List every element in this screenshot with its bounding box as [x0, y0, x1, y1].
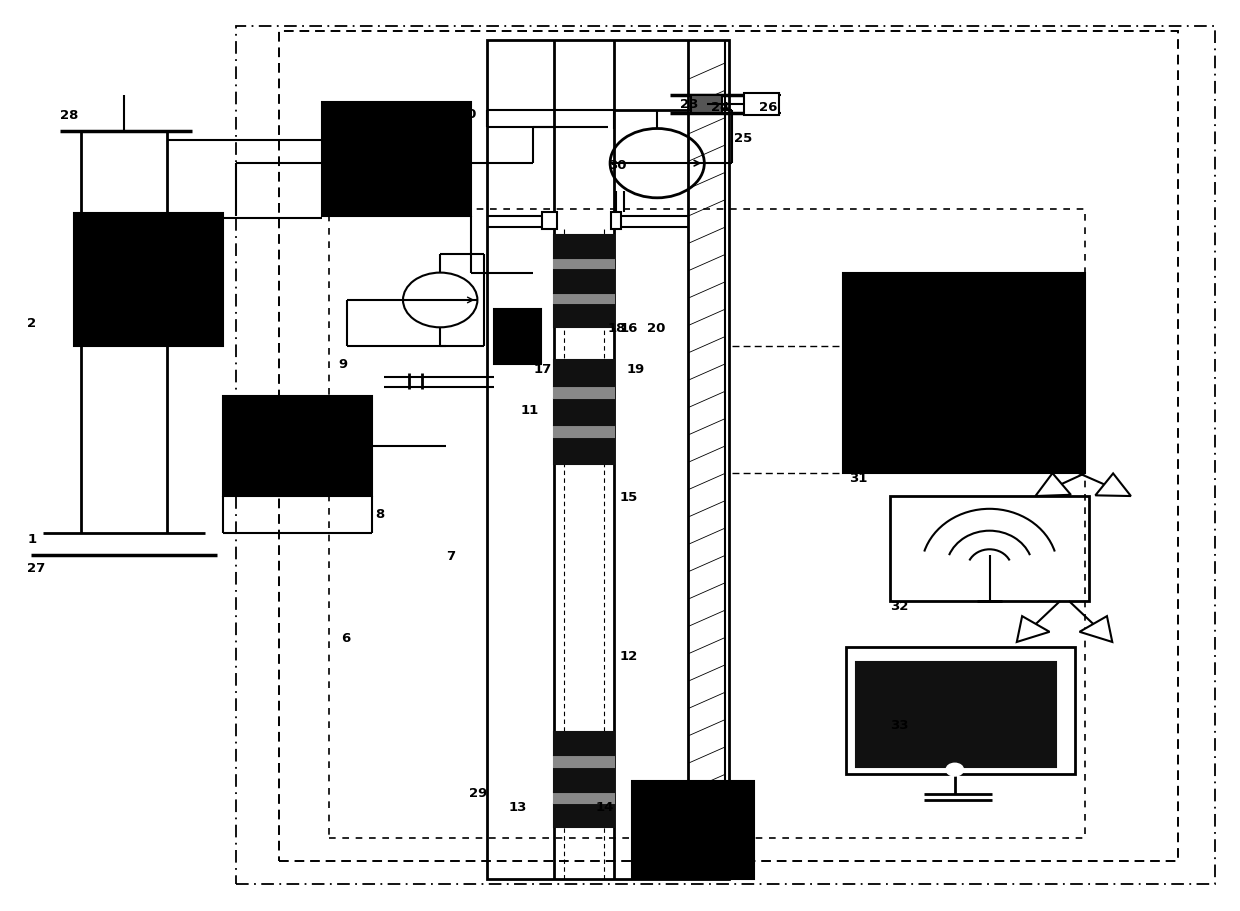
- Text: 19: 19: [626, 363, 645, 375]
- Bar: [554, 756, 614, 767]
- Bar: [890, 496, 1089, 601]
- Text: 13: 13: [508, 800, 527, 813]
- Text: 31: 31: [849, 472, 868, 485]
- Circle shape: [946, 763, 963, 776]
- Text: 26: 26: [759, 101, 777, 114]
- Bar: [554, 732, 614, 755]
- Text: 16: 16: [620, 322, 639, 334]
- Bar: [554, 804, 614, 827]
- Text: 33: 33: [890, 718, 909, 731]
- Bar: [494, 310, 541, 364]
- Bar: [329, 210, 1085, 838]
- Bar: [554, 361, 614, 386]
- Text: 15: 15: [620, 490, 639, 503]
- Text: 6: 6: [341, 631, 350, 644]
- Bar: [74, 214, 223, 346]
- Text: 32: 32: [890, 599, 909, 612]
- Bar: [554, 426, 614, 437]
- Text: 8: 8: [376, 507, 384, 520]
- Text: 9: 9: [339, 358, 347, 371]
- Text: 29: 29: [469, 786, 487, 799]
- Text: 17: 17: [533, 363, 552, 375]
- Bar: [846, 647, 1075, 774]
- Text: 14: 14: [595, 800, 614, 813]
- Text: 18: 18: [608, 322, 626, 334]
- Text: 28: 28: [60, 109, 78, 122]
- Bar: [843, 273, 1085, 474]
- Bar: [691, 96, 722, 114]
- Polygon shape: [1080, 617, 1112, 642]
- Text: 3: 3: [229, 469, 238, 482]
- Text: 10: 10: [459, 107, 477, 120]
- Bar: [554, 387, 614, 398]
- Bar: [632, 781, 754, 879]
- Text: 30: 30: [608, 159, 626, 172]
- Text: 7: 7: [446, 549, 455, 562]
- Bar: [554, 793, 614, 804]
- Bar: [279, 32, 1178, 861]
- Polygon shape: [1035, 474, 1071, 496]
- Text: 24: 24: [711, 101, 729, 114]
- Text: 22: 22: [682, 830, 701, 843]
- Bar: [554, 769, 614, 792]
- Bar: [554, 400, 614, 425]
- Text: 1: 1: [27, 533, 36, 546]
- Text: 27: 27: [27, 561, 46, 574]
- Text: 2: 2: [27, 317, 36, 330]
- Text: 11: 11: [521, 404, 539, 416]
- Text: 4: 4: [332, 119, 341, 132]
- Text: 12: 12: [620, 650, 639, 662]
- Bar: [542, 213, 557, 230]
- Bar: [554, 271, 614, 293]
- Text: 5: 5: [341, 431, 350, 444]
- Bar: [236, 27, 1215, 884]
- Bar: [223, 396, 372, 496]
- Bar: [856, 662, 1056, 767]
- Bar: [322, 103, 471, 217]
- Text: 25: 25: [734, 132, 753, 145]
- Polygon shape: [1095, 474, 1131, 496]
- Polygon shape: [1017, 617, 1049, 642]
- Text: 20: 20: [647, 322, 666, 334]
- Bar: [554, 439, 614, 465]
- Bar: [744, 94, 779, 116]
- Bar: [554, 236, 614, 259]
- Bar: [554, 305, 614, 328]
- Bar: [487, 41, 729, 879]
- Bar: [554, 260, 614, 269]
- Text: 23: 23: [680, 98, 698, 111]
- Bar: [554, 294, 614, 303]
- Text: 21: 21: [686, 823, 704, 835]
- Bar: [611, 213, 621, 230]
